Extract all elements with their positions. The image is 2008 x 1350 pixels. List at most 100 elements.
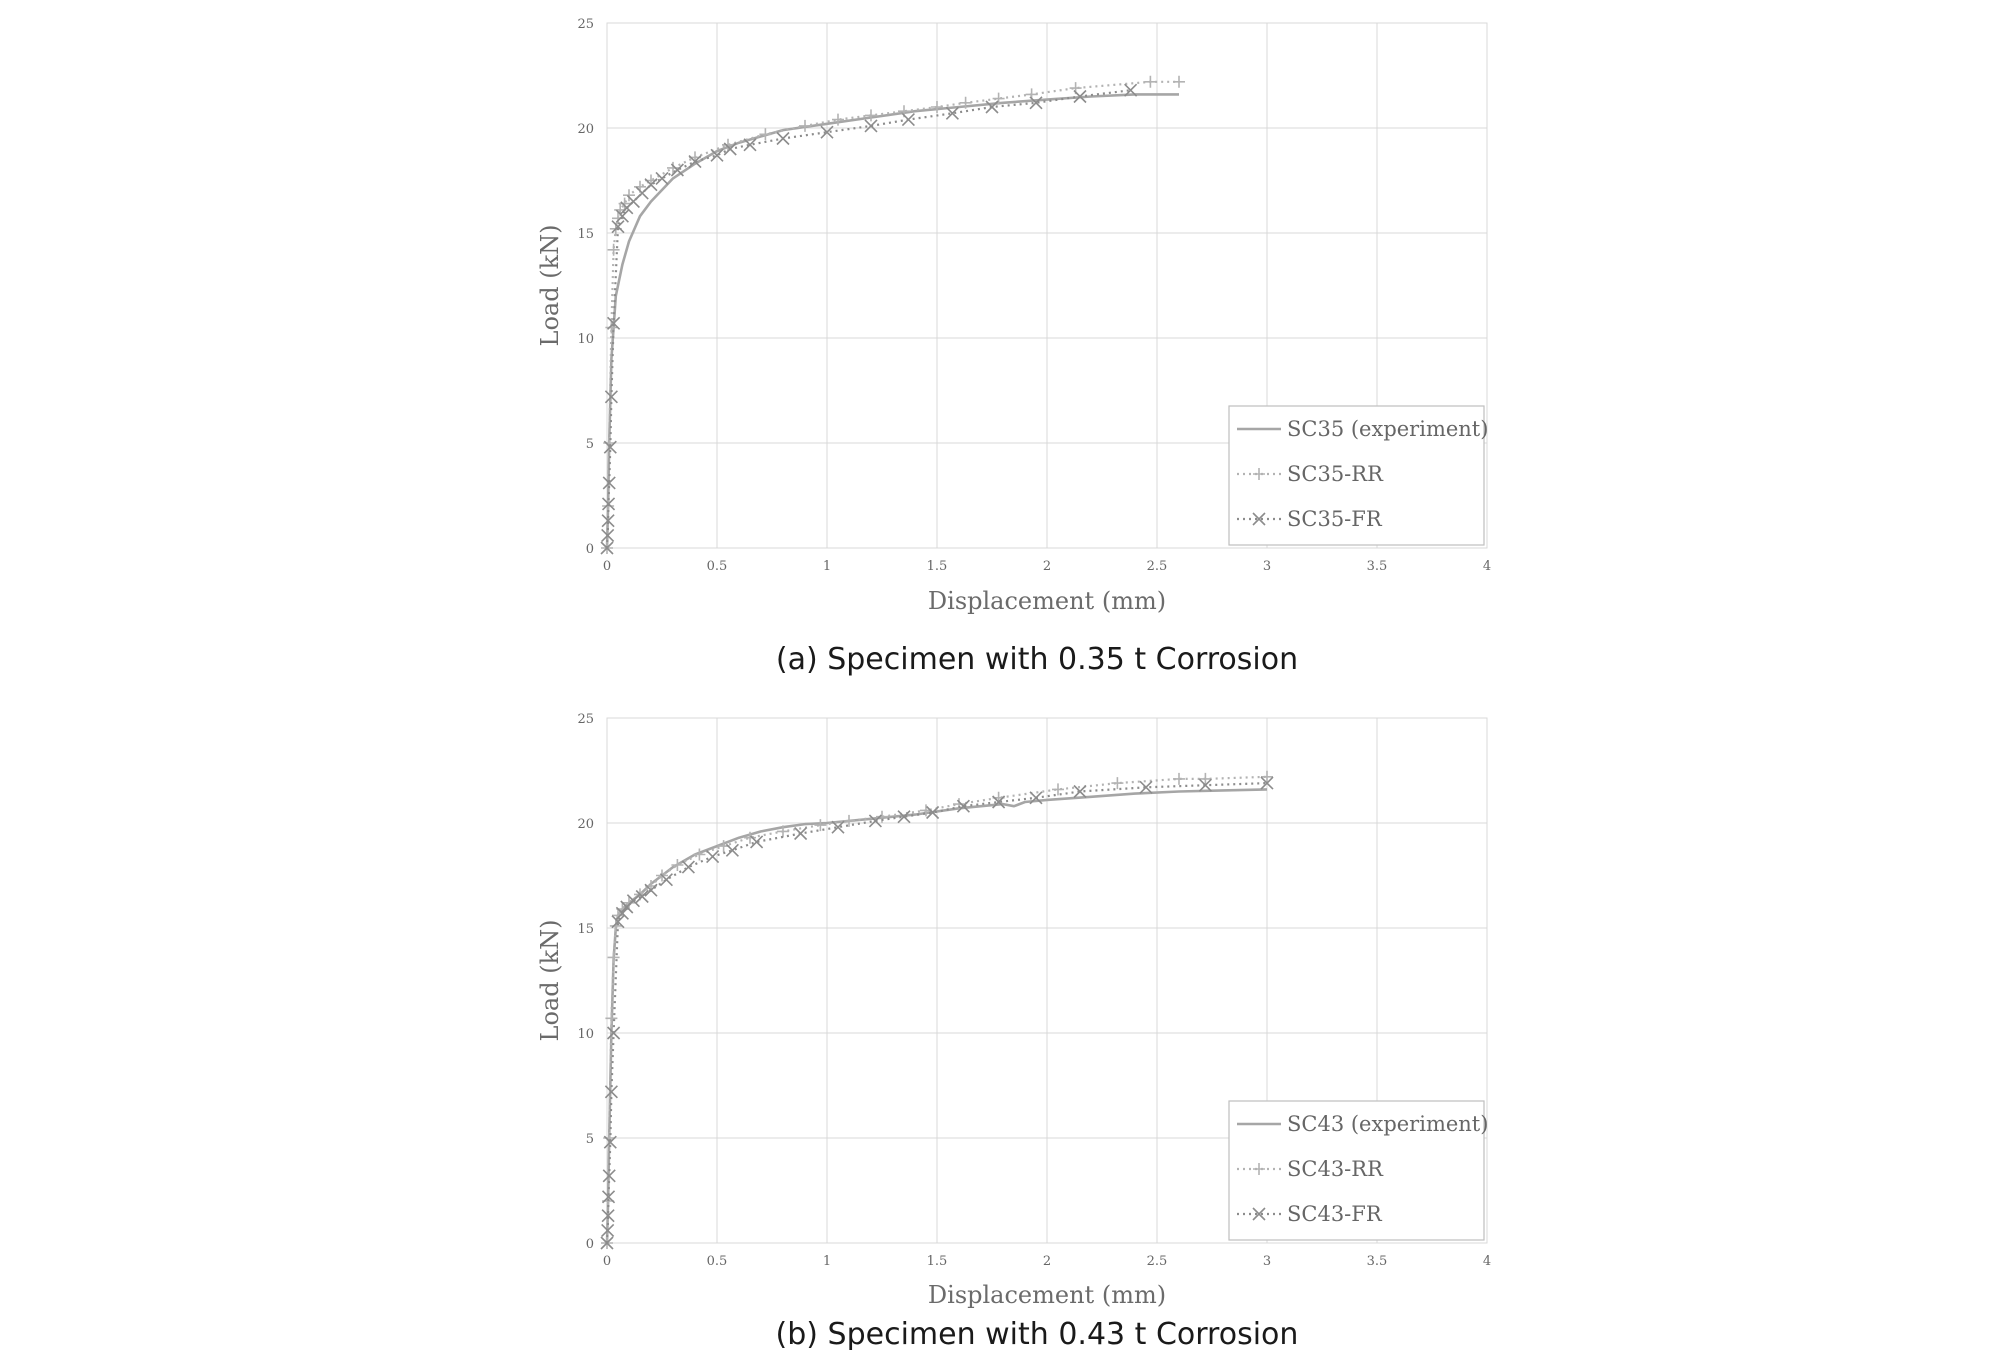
data-point [609,919,622,932]
y-tick-label: 20 [577,817,594,832]
y-tick-label: 20 [577,122,594,137]
data-point [1173,75,1185,88]
chart-a: 0 0.5 1 1.5 2 2.5 3 3.5 4 0 5 10 15 20 25 Displacement … [536,17,1491,677]
data-point [1029,96,1043,110]
x-tick-label: 2.5 [1147,1254,1168,1269]
data-point [1111,777,1124,790]
data-point [777,825,789,838]
legend-label: SC43 (experiment) [1287,1112,1488,1136]
y-tick-label: 0 [586,542,594,557]
data-point [612,909,624,922]
data-point [956,799,970,813]
x-tick-label: 4 [1483,1254,1491,1269]
data-point [607,316,621,330]
data-point [897,810,911,824]
legend-marker [1253,1163,1265,1175]
data-point [1029,791,1043,805]
data-point [931,101,943,113]
x-axis-title: Displacement (mm) [928,587,1166,615]
data-point [602,1169,616,1183]
data-point [600,1236,614,1250]
data-point [759,128,772,141]
data-point [750,835,764,849]
x-tick-label: 3.5 [1367,559,1388,574]
series-line [605,775,1268,1244]
x-tick-label: 2.5 [1147,559,1168,574]
tick-labels: 0 0.5 1 1.5 2 2.5 3 3.5 4 0 5 10 15 20 25 [577,17,1491,574]
series-line [605,89,1131,549]
figure-caption: (a) Specimen with 0.35 t Corrosion [776,642,1298,677]
data-point [1173,772,1185,785]
data-point [820,125,834,139]
x-tick-label: 1.5 [927,1254,948,1269]
data-point [865,109,877,122]
legend-label: SC43-RR [1287,1157,1384,1181]
data-point [618,197,631,210]
data-point [1261,770,1273,783]
x-tick-label: 0 [603,559,611,574]
y-tick-label: 15 [577,922,594,937]
series-line [605,93,1179,549]
data-point [611,220,625,234]
data-point [602,476,616,490]
x-tick-label: 1 [823,1254,831,1269]
tick-labels: 0 0.5 1 1.5 2 2.5 3 3.5 4 0 5 10 15 20 25 [577,712,1491,1269]
series-sc43-fr [600,776,1274,1250]
data-point [1199,772,1212,785]
data-point [814,819,827,832]
data-point [601,497,616,511]
data-point [868,814,882,828]
data-point [723,142,737,156]
x-tick-label: 3.5 [1367,1254,1388,1269]
data-point [1144,75,1157,88]
data-point [776,131,790,146]
y-tick-label: 0 [586,1237,594,1252]
data-point [864,119,878,133]
data-point [992,795,1006,809]
data-point [926,805,940,820]
data-point [1073,89,1087,104]
data-point [688,155,702,169]
series-sc35-rr [601,75,1185,554]
data-point [901,113,915,127]
data-point [601,528,615,542]
data-point [1124,83,1138,97]
data-point [681,860,695,874]
data-point [1073,784,1087,799]
data-point [722,138,734,151]
data-point [635,889,649,904]
legend-label: SC35-RR [1287,462,1384,486]
data-point [615,209,629,223]
data-point [604,1085,618,1099]
y-tick-label: 5 [586,1132,594,1147]
data-point [992,92,1005,105]
data-point [799,119,811,132]
x-tick-label: 2 [1043,559,1051,574]
x-tick-label: 0.5 [707,559,728,574]
y-tick-label: 15 [577,227,594,242]
data-point [601,514,615,528]
data-point [671,859,684,871]
data-point [831,820,845,834]
data-point [607,243,620,256]
data-point [725,843,739,857]
data-point [607,951,620,964]
x-tick-label: 4 [1483,559,1491,574]
data-point [693,848,706,861]
data-point [670,163,684,177]
data-point [945,106,959,120]
data-point [605,321,618,334]
x-axis-title: Displacement (mm) [928,1281,1166,1309]
legend-label: SC35-FR [1287,507,1383,531]
data-point [603,440,617,454]
series-line [605,80,1179,549]
x-tick-label: 3 [1263,559,1271,574]
x-tick-label: 0.5 [707,1254,728,1269]
legend-marker [1252,1207,1266,1221]
data-point [604,390,618,404]
data-point [706,850,720,864]
x-tick-label: 1.5 [927,559,948,574]
chart-b: 0 0.5 1 1.5 2 2.5 3 3.5 4 0 5 10 15 20 25 Displacement … [536,712,1491,1350]
data-point [600,541,614,555]
data-point [667,161,679,174]
